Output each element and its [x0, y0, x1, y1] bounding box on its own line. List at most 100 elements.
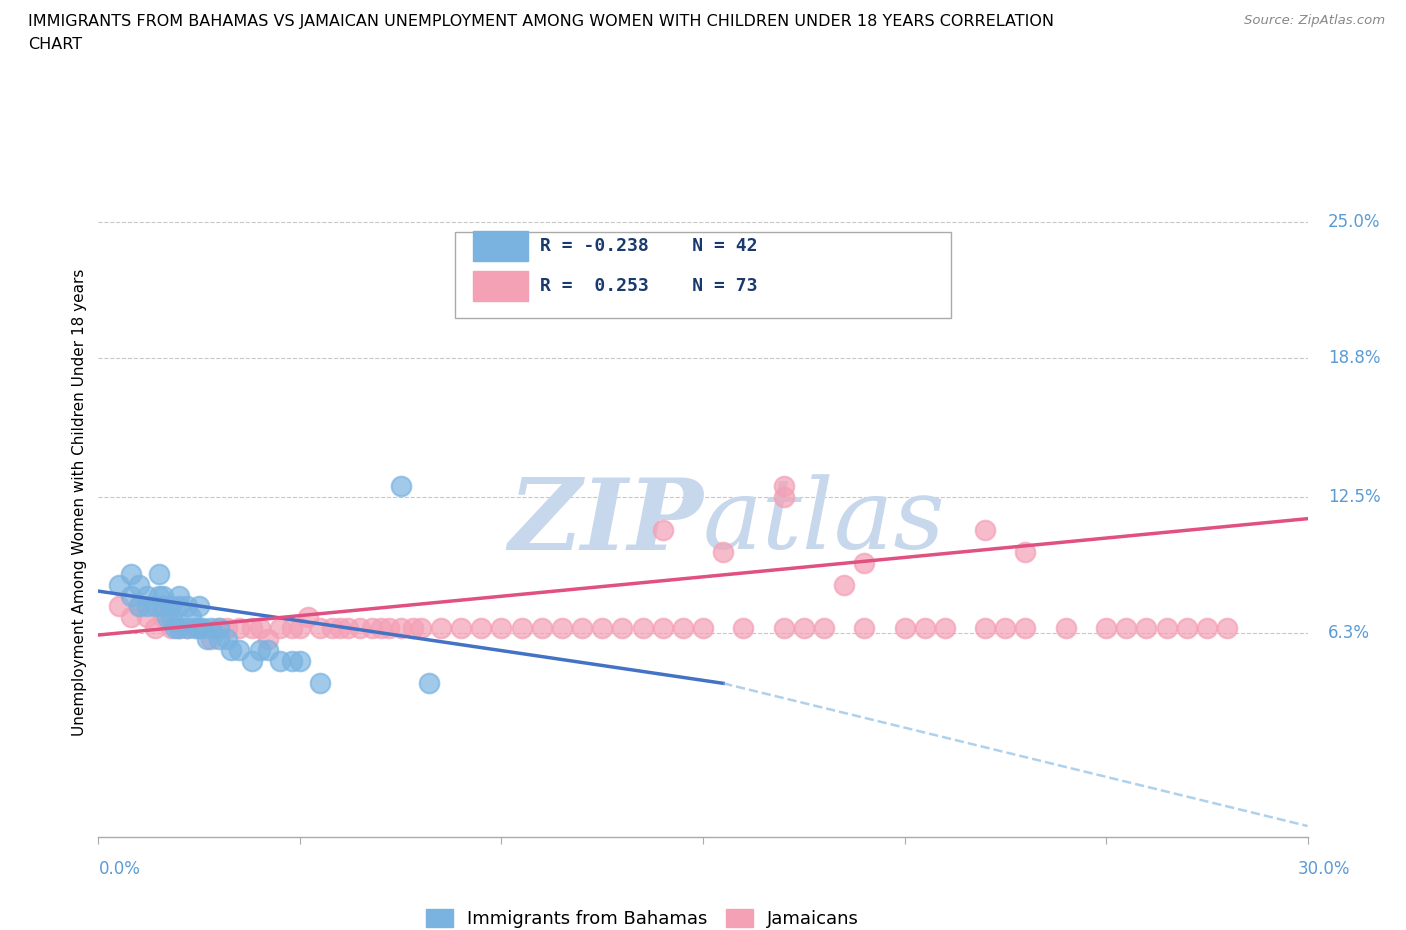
Point — [1156, 621, 1178, 636]
Point — [832, 578, 855, 592]
Point — [591, 621, 613, 636]
Point — [309, 621, 332, 636]
Point — [1054, 621, 1077, 636]
Point — [329, 621, 352, 636]
Text: atlas: atlas — [703, 474, 946, 570]
Point — [1014, 621, 1036, 636]
Point — [337, 621, 360, 636]
Point — [402, 621, 425, 636]
Point — [217, 632, 239, 647]
Point — [217, 621, 239, 636]
Point — [228, 621, 250, 636]
Point — [974, 523, 997, 538]
Point — [651, 523, 673, 538]
Text: R =  0.253    N = 73: R = 0.253 N = 73 — [540, 277, 758, 295]
Point — [389, 478, 412, 493]
Point — [240, 621, 263, 636]
Point — [152, 599, 174, 614]
Point — [167, 621, 190, 636]
Point — [288, 621, 311, 636]
Point — [692, 621, 714, 636]
Point — [160, 621, 183, 636]
Text: IMMIGRANTS FROM BAHAMAS VS JAMAICAN UNEMPLOYMENT AMONG WOMEN WITH CHILDREN UNDER: IMMIGRANTS FROM BAHAMAS VS JAMAICAN UNEM… — [28, 14, 1054, 29]
Point — [450, 621, 472, 636]
Point — [571, 621, 593, 636]
Point — [120, 610, 142, 625]
Point — [135, 588, 157, 603]
Point — [195, 632, 218, 647]
Point — [135, 610, 157, 625]
Text: 18.8%: 18.8% — [1327, 350, 1381, 367]
Point — [188, 599, 211, 614]
Point — [631, 621, 654, 636]
Point — [167, 621, 190, 636]
Point — [994, 621, 1017, 636]
Text: 12.5%: 12.5% — [1327, 487, 1381, 506]
Point — [288, 654, 311, 669]
Point — [491, 621, 513, 636]
Text: Source: ZipAtlas.com: Source: ZipAtlas.com — [1244, 14, 1385, 27]
Point — [120, 588, 142, 603]
Point — [1195, 621, 1218, 636]
Point — [208, 632, 231, 647]
Point — [772, 489, 794, 504]
Point — [269, 621, 291, 636]
Point — [167, 599, 190, 614]
Point — [370, 621, 392, 636]
Point — [1095, 621, 1118, 636]
Point — [188, 621, 211, 636]
Point — [193, 621, 215, 636]
Point — [772, 621, 794, 636]
Point — [672, 621, 695, 636]
Point — [249, 621, 271, 636]
Text: 30.0%: 30.0% — [1298, 860, 1350, 878]
Point — [256, 632, 278, 647]
Point — [530, 621, 553, 636]
Point — [128, 599, 150, 614]
Point — [143, 621, 166, 636]
Point — [163, 621, 186, 636]
Bar — [474, 272, 527, 301]
Y-axis label: Unemployment Among Women with Children Under 18 years: Unemployment Among Women with Children U… — [72, 269, 87, 736]
Point — [377, 621, 399, 636]
Point — [176, 599, 198, 614]
Point — [221, 643, 243, 658]
Point — [409, 621, 432, 636]
Point — [510, 621, 533, 636]
Point — [200, 632, 222, 647]
Point — [156, 610, 179, 625]
Point — [249, 643, 271, 658]
Point — [1175, 621, 1198, 636]
Point — [281, 621, 304, 636]
Point — [208, 621, 231, 636]
Point — [297, 610, 319, 625]
Text: 6.3%: 6.3% — [1327, 624, 1369, 642]
Text: CHART: CHART — [28, 37, 82, 52]
Point — [772, 478, 794, 493]
Point — [813, 621, 835, 636]
Point — [974, 621, 997, 636]
Point — [349, 621, 371, 636]
Point — [256, 643, 278, 658]
Point — [152, 610, 174, 625]
Point — [934, 621, 956, 636]
Point — [853, 555, 876, 570]
Legend: Immigrants from Bahamas, Jamaicans: Immigrants from Bahamas, Jamaicans — [419, 901, 866, 930]
Point — [470, 621, 492, 636]
Point — [651, 621, 673, 636]
Point — [128, 599, 150, 614]
Point — [321, 621, 343, 636]
Point — [612, 621, 634, 636]
Point — [176, 621, 198, 636]
Point — [167, 588, 190, 603]
Point — [107, 599, 129, 614]
Point — [1216, 621, 1239, 636]
Point — [135, 599, 157, 614]
Point — [733, 621, 755, 636]
Point — [107, 578, 129, 592]
Text: R = -0.238    N = 42: R = -0.238 N = 42 — [540, 237, 758, 255]
Point — [1014, 544, 1036, 559]
Point — [1135, 621, 1157, 636]
Point — [180, 610, 202, 625]
Point — [281, 654, 304, 669]
